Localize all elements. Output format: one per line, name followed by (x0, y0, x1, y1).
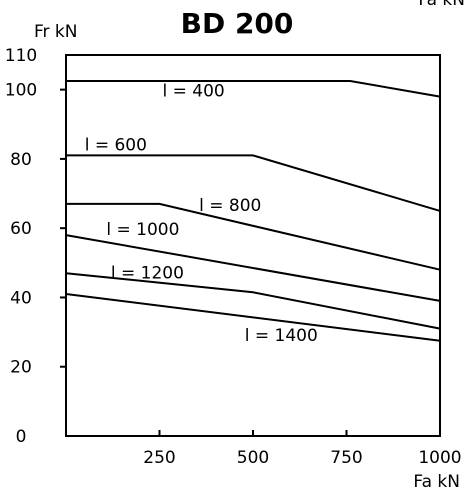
curve-label: l = 1000 (106, 220, 179, 240)
curve-line (66, 154, 441, 212)
curve-line (65, 293, 441, 342)
y-tick-label: 60 (10, 219, 32, 239)
chart-title: BD 200 (181, 7, 294, 40)
x-tick-label: 500 (237, 448, 269, 468)
curve-line (66, 202, 441, 271)
curve-line (65, 234, 441, 302)
y-tick-label: 80 (10, 150, 32, 170)
x-axis-label: Fa kN (413, 472, 460, 492)
y-tick-label: 40 (10, 288, 32, 308)
y-tick-label: 110 (5, 46, 37, 66)
x-axis-ticks: 250 500 750 1000 (143, 430, 462, 468)
x-tick-label: 750 (330, 448, 362, 468)
curve-label: l = 800 (199, 196, 261, 216)
curve-label: l = 1200 (111, 263, 184, 283)
y-tick-label: 20 (10, 358, 32, 378)
curve-line (65, 272, 441, 330)
top-right-axis-label: Fa kN (418, 0, 465, 10)
y-axis-label: Fr kN (34, 22, 78, 42)
x-tick-label: 1000 (418, 448, 461, 468)
curve-label: l = 1400 (245, 326, 318, 346)
curve-line (66, 80, 441, 98)
y-tick-label: 100 (5, 81, 37, 101)
y-axis-ticks: 0 20 40 60 80 100 110 (5, 46, 66, 447)
x-tick-label: 250 (143, 448, 175, 468)
curve-label: l = 400 (162, 82, 224, 102)
curve-label: l = 600 (85, 135, 147, 155)
curves: l = 400 l = 600 l = 800 l = 1000 l = 1200 l =… (65, 80, 441, 346)
y-tick-label: 0 (16, 427, 27, 447)
